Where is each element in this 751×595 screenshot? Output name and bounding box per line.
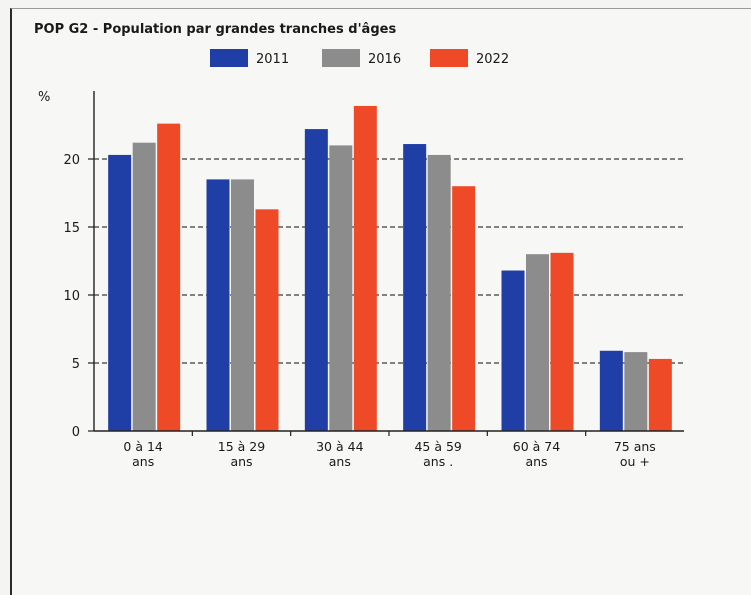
- legend-label-2011: 2011: [256, 52, 289, 67]
- x-tick-label-3-0: 45 à 59: [414, 439, 461, 454]
- bar-2022-4: [550, 252, 574, 431]
- bar-2011-0: [108, 154, 132, 432]
- x-tick-label-4-0: 60 à 74: [513, 439, 560, 454]
- x-tick-label-5-0: 75 ans: [614, 439, 656, 454]
- bar-2022-0: [157, 123, 181, 431]
- bar-2011-4: [501, 270, 525, 431]
- bar-2016-5: [624, 352, 648, 431]
- bar-2022-1: [255, 209, 279, 431]
- bar-2011-2: [304, 129, 328, 431]
- legend-label-2022: 2022: [476, 52, 509, 67]
- chart-canvas: POP G2 - Population par grandes tranches…: [34, 22, 684, 469]
- x-tick-label-2-1: ans: [329, 454, 351, 469]
- bar-2022-2: [353, 105, 377, 432]
- y-tick-label-15: 15: [63, 221, 80, 236]
- bar-2022-3: [452, 186, 476, 431]
- bar-2016-0: [132, 142, 156, 431]
- legend: 2011 2016 2022: [210, 49, 509, 67]
- y-axis-label: %: [38, 90, 50, 105]
- chart-frame: POP G2 - Population par grandes tranches…: [10, 8, 751, 595]
- y-tick-label-5: 5: [72, 357, 80, 372]
- grid-lines: [94, 158, 684, 364]
- bar-2011-1: [206, 179, 230, 431]
- bar-2016-3: [427, 154, 451, 432]
- bar-2016-1: [231, 179, 254, 431]
- legend-swatch-2011: [210, 49, 248, 67]
- x-tick-label-0-1: ans: [132, 454, 154, 469]
- x-tick-label-2-0: 30 à 44: [316, 439, 363, 454]
- bar-2022-5: [648, 358, 672, 431]
- x-tick-label-1-1: ans: [230, 454, 252, 469]
- bar-2011-5: [599, 350, 623, 431]
- x-tick-label-0-0: 0 à 14: [123, 439, 163, 454]
- bar-2016-4: [526, 254, 549, 431]
- x-tick-label-1-0: 15 à 29: [218, 439, 265, 454]
- chart-title: POP G2 - Population par grandes tranches…: [34, 22, 396, 37]
- legend-swatch-2016: [322, 49, 360, 67]
- y-tick-label-0: 0: [72, 425, 80, 440]
- x-tick-label-5-1: ou +: [620, 454, 650, 469]
- y-ticks: 0 5 10 15 20: [63, 153, 94, 440]
- y-tick-label-10: 10: [63, 289, 80, 304]
- x-tick-label-3-1: ans .: [423, 454, 453, 469]
- bars: [108, 105, 672, 432]
- legend-swatch-2022: [430, 49, 468, 67]
- x-tick-label-4-1: ans: [525, 454, 547, 469]
- bar-2016-2: [329, 145, 353, 431]
- bar-2011-3: [403, 144, 427, 432]
- y-tick-label-20: 20: [63, 153, 80, 168]
- legend-label-2016: 2016: [368, 52, 401, 67]
- axes: [93, 91, 684, 432]
